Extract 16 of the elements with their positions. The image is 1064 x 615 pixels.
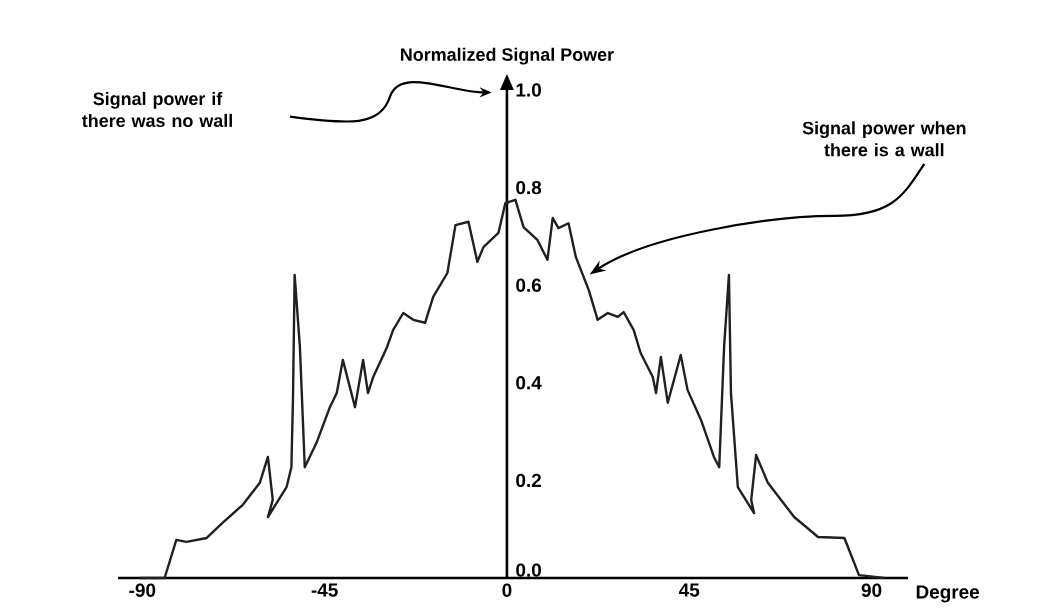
y-tick-label: 1.0 [516, 83, 541, 97]
y-tick-label: 0.2 [516, 473, 541, 488]
x-tick-label: 45 [678, 583, 700, 597]
x-axis-title: Degree [916, 585, 980, 603]
y-tick-label: 0.8 [516, 180, 542, 195]
annotation: Signal power if there was no wall [81, 91, 232, 128]
x-tick-label: -90 [129, 583, 156, 597]
y-tick-label: 0.0 [516, 563, 541, 577]
annotation: Signal power when there is a wall [802, 121, 966, 157]
x-tick-label: -45 [311, 583, 338, 597]
y-tick-label: 0.6 [516, 278, 542, 292]
x-tick-label: 0 [502, 583, 512, 597]
y-tick-label: 0.4 [516, 376, 542, 390]
x-tick-label: 90 [861, 583, 882, 597]
line-series [138, 198, 886, 580]
y-axis-title: Normalized Signal Power [401, 47, 614, 65]
